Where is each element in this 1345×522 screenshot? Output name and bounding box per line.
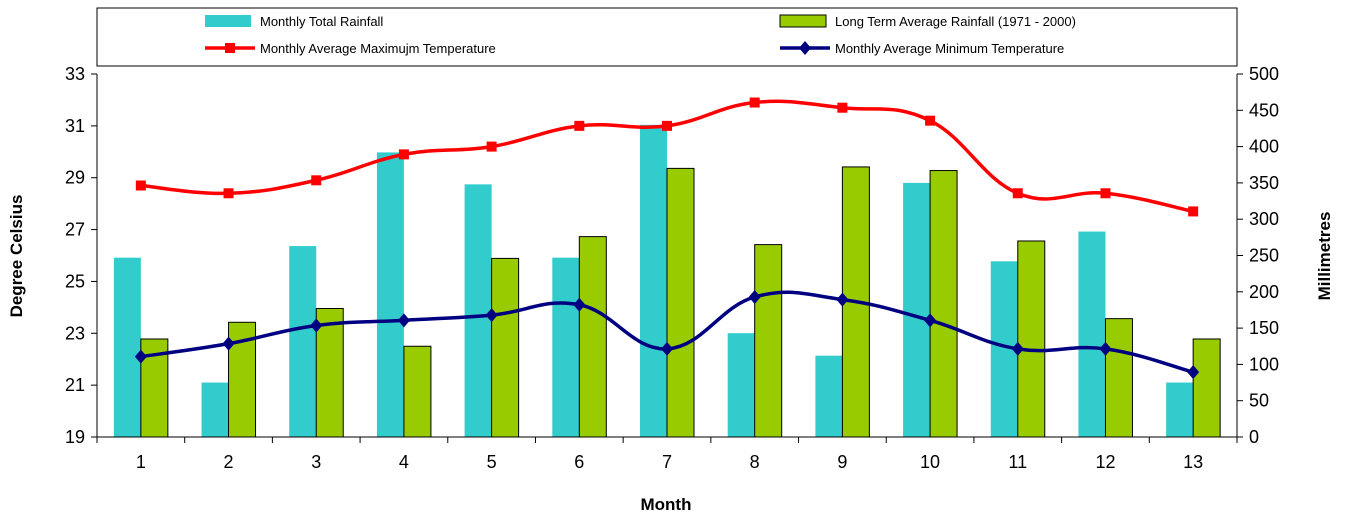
point-max-temperature [837, 102, 848, 113]
point-min-temperature [836, 292, 849, 307]
y-right-tick-label: 400 [1249, 137, 1279, 157]
legend-label: Monthly Average Minimum Temperature [835, 41, 1064, 56]
y-left-tick-label: 23 [65, 323, 85, 343]
bar-longterm-rainfall [315, 307, 344, 438]
bar-monthly-rainfall [464, 184, 492, 437]
legend-label: Monthly Total Rainfall [260, 14, 383, 29]
y-right-tick-label: 450 [1249, 100, 1279, 120]
bar-monthly-rainfall [903, 182, 931, 437]
y-right-tick-label: 500 [1249, 64, 1279, 84]
y-right-tick-label: 300 [1249, 209, 1279, 229]
y-right-tick-label: 150 [1249, 318, 1279, 338]
axes-layer: 1921232527293133050100150200250300350400… [65, 64, 1279, 472]
point-max-temperature [311, 175, 322, 186]
y-right-tick-label: 100 [1249, 354, 1279, 374]
point-min-temperature [397, 313, 410, 328]
bar-longterm-rainfall [491, 257, 520, 438]
x-tick-label: 13 [1183, 452, 1203, 472]
y-right-tick-label: 250 [1249, 246, 1279, 266]
x-tick-label: 11 [1008, 452, 1027, 472]
point-max-temperature [486, 141, 497, 152]
point-max-temperature [574, 120, 585, 131]
point-max-temperature [135, 180, 146, 191]
x-tick-label: 12 [1095, 452, 1115, 472]
x-tick-label: 6 [574, 452, 584, 472]
legend-swatch [205, 15, 251, 27]
x-tick-label: 10 [920, 452, 940, 472]
bar-longterm-rainfall [929, 170, 958, 438]
bar-monthly-rainfall [552, 257, 580, 437]
y-left-tick-label: 31 [65, 116, 85, 136]
bar-longterm-rainfall [403, 345, 432, 438]
bar-monthly-rainfall [640, 124, 667, 437]
point-min-temperature [924, 313, 937, 328]
bar-longterm-rainfall [578, 236, 607, 438]
x-tick-label: 5 [487, 452, 497, 472]
x-tick-label: 7 [662, 452, 672, 472]
x-tick-label: 8 [750, 452, 760, 472]
y-axis-right-title: Millimetres [1315, 212, 1334, 301]
point-max-temperature [223, 188, 234, 199]
bar-monthly-rainfall [289, 246, 317, 437]
y-right-tick-label: 0 [1249, 427, 1259, 447]
point-max-temperature [1188, 206, 1199, 217]
legend-box [96, 7, 1238, 67]
bar-monthly-rainfall [1166, 382, 1194, 437]
y-left-tick-label: 27 [65, 220, 85, 240]
legend-marker [225, 43, 235, 53]
y-left-tick-label: 25 [65, 271, 85, 291]
bar-monthly-rainfall [815, 355, 843, 437]
x-tick-label: 1 [136, 452, 146, 472]
x-tick-label: 2 [224, 452, 234, 472]
x-tick-label: 9 [837, 452, 847, 472]
point-min-temperature [222, 336, 235, 351]
y-right-tick-label: 50 [1249, 391, 1269, 411]
y-left-tick-label: 33 [65, 64, 85, 84]
bar-monthly-rainfall [727, 333, 755, 437]
bar-longterm-rainfall [754, 244, 783, 438]
point-max-temperature [925, 115, 936, 126]
y-left-tick-label: 29 [65, 168, 85, 188]
legend-marker [799, 41, 811, 55]
point-min-temperature [1099, 341, 1112, 356]
bar-monthly-rainfall [1078, 231, 1106, 437]
bar-longterm-rainfall [1104, 318, 1133, 438]
point-min-temperature [661, 341, 673, 356]
bar-longterm-rainfall [1192, 338, 1221, 438]
point-max-temperature [1012, 188, 1023, 199]
x-axis-title: Month [641, 495, 692, 514]
point-max-temperature [398, 149, 409, 160]
y-left-tick-label: 19 [65, 427, 85, 447]
y-axis-left-title: Degree Celsius [7, 195, 26, 318]
point-max-temperature [662, 120, 672, 131]
y-right-tick-label: 350 [1249, 173, 1279, 193]
legend-label: Long Term Average Rainfall (1971 - 2000) [835, 14, 1076, 29]
point-min-temperature [485, 308, 498, 323]
point-min-temperature [1187, 365, 1200, 380]
y-left-tick-label: 21 [65, 375, 85, 395]
bar-monthly-rainfall [201, 382, 229, 437]
bar-longterm-rainfall [666, 167, 695, 438]
x-tick-label: 4 [399, 452, 409, 472]
bars-layer [113, 124, 1221, 438]
point-min-temperature [748, 289, 761, 304]
point-min-temperature [134, 349, 147, 364]
x-tick-label: 3 [311, 452, 321, 472]
bar-monthly-rainfall [376, 152, 404, 437]
bar-monthly-rainfall [113, 257, 141, 437]
lines-layer [134, 97, 1200, 380]
legend: Monthly Total Rainfall Long Term Average … [96, 7, 1238, 67]
point-max-temperature [1100, 188, 1111, 199]
legend-swatch [779, 14, 827, 28]
point-max-temperature [749, 97, 760, 108]
legend-label: Monthly Average Maximujm Temperature [260, 41, 496, 56]
y-right-tick-label: 200 [1249, 282, 1279, 302]
bar-longterm-rainfall [1017, 240, 1046, 438]
point-min-temperature [573, 297, 586, 312]
point-min-temperature [1011, 341, 1024, 356]
point-min-temperature [310, 318, 323, 333]
